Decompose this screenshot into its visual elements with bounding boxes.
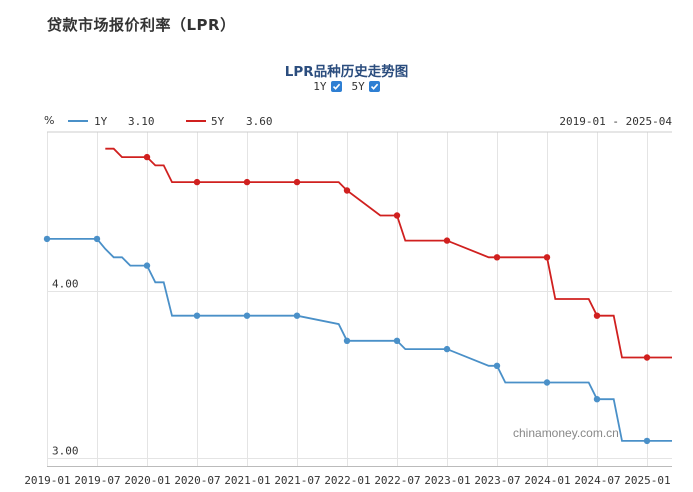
data-point-1y[interactable] [443,345,451,353]
legend: 1Y 3.10 5Y 3.60 [68,115,273,128]
x-tick-label: 2025-01 [624,474,670,487]
series-toggles: 1Y 5Y [0,80,693,93]
checkbox-checked-icon[interactable] [330,81,342,92]
x-tick-label: 2021-07 [274,474,320,487]
data-point-1y[interactable] [93,235,101,243]
legend-5y-value: 3.60 [246,115,273,128]
legend-item-1y[interactable]: 1Y 3.10 [68,115,155,128]
x-tick-label: 2021-01 [224,474,270,487]
data-point-5y[interactable] [643,354,651,361]
legend-5y-name: 5Y [211,115,225,128]
x-tick-label: 2024-07 [574,474,620,487]
watermark: chinamoney.com.cn [513,426,619,440]
data-point-1y[interactable] [343,337,351,344]
data-point-5y[interactable] [493,254,501,261]
x-tick-label: 2022-01 [324,474,370,487]
x-tick-label: 2023-07 [474,474,520,487]
series-line-1y [47,238,672,442]
x-tick-label: 2024-01 [524,474,570,487]
data-point-1y[interactable] [43,235,51,243]
data-point-5y[interactable] [293,178,301,186]
x-tick-label: 2019-01 [24,474,70,487]
data-point-1y[interactable] [193,312,201,319]
toggle-5y-label: 5Y [351,80,365,93]
toggle-5y[interactable]: 5Y [352,80,380,93]
data-point-5y[interactable] [593,312,601,319]
x-tick-label: 2023-01 [424,474,470,487]
data-point-5y[interactable] [443,237,451,244]
series-line-5y [105,147,672,359]
data-point-5y[interactable] [193,178,201,186]
data-point-1y[interactable] [543,379,551,386]
checkbox-checked-icon[interactable] [368,81,380,92]
data-point-1y[interactable] [293,312,301,319]
y-tick-label: 4.00 [52,278,79,291]
chart-title: LPR品种历史走势图 [284,64,409,80]
data-point-1y[interactable] [393,337,401,344]
data-point-5y[interactable] [243,178,251,186]
toggle-1y[interactable]: 1Y [313,80,342,93]
page-title: 贷款市场报价利率（LPR） [47,16,236,34]
legend-1y-value: 3.10 [128,115,155,128]
data-point-1y[interactable] [643,437,651,445]
data-point-1y[interactable] [243,312,251,319]
legend-item-5y[interactable]: 5Y 3.60 [186,115,273,128]
data-point-5y[interactable] [143,153,151,161]
x-tick-label: 2019-07 [74,474,120,487]
data-point-1y[interactable] [593,396,601,403]
x-tick-label: 2020-07 [174,474,220,487]
x-tick-label: 2022-07 [374,474,420,487]
y-unit-label: % [44,114,54,127]
data-point-5y[interactable] [343,187,351,194]
data-point-1y[interactable] [493,362,501,369]
y-tick-label: 3.00 [52,445,79,458]
data-point-5y[interactable] [393,212,401,219]
data-point-1y[interactable] [143,262,151,269]
legend-1y-name: 1Y [94,115,108,128]
x-tick-label: 2020-01 [124,474,170,487]
date-range-label: 2019-01 - 2025-04 [559,115,672,128]
data-point-5y[interactable] [543,254,551,261]
toggle-1y-label: 1Y [313,80,327,93]
